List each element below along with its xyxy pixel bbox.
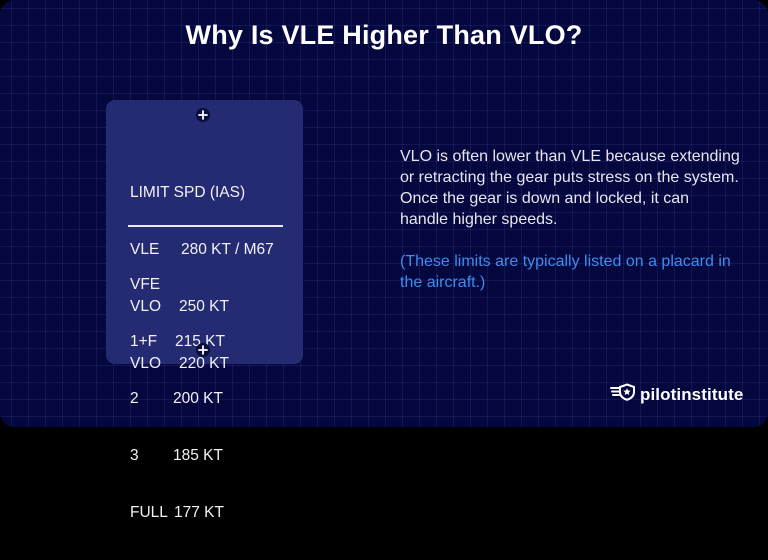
flap-row: 2 200 KT [130,389,225,408]
limit-value: 280 KT / M67 [181,241,274,258]
flap-header: VFE [130,276,161,293]
limit-label: VLO [130,355,162,372]
plus-icon [196,343,210,357]
page-title: Why Is VLE Higher Than VLO? [185,20,583,50]
limit-row-vle: VLE 280 KT / M67 [130,240,274,259]
flap-label: 3 [130,447,139,464]
limit-value: 220 KT [179,355,229,372]
flap-row: 1+F 215 KT [130,332,225,351]
flap-value: 215 KT [175,333,225,350]
flap-row: 3 185 KT [130,446,225,465]
infographic-canvas: Why Is VLE Higher Than VLO? LIMIT SPD (I… [0,0,768,521]
flap-row: FULL 177 KT [130,503,225,522]
placard-header: LIMIT SPD (IAS) [130,184,246,201]
flap-label: 1+F [130,333,158,350]
limit-value: 250 KT [179,298,229,315]
plus-icon [196,108,210,122]
flap-value: 177 KT [174,504,224,521]
limit-label: VLE [130,241,160,258]
flap-limits-section: VFE 1+F 215 KT 2 200 KT 3 185 KT FULL 17… [130,237,225,560]
gear-limits-section: LIMIT SPD (IAS) VLE 280 KT / M67 VLO 250… [130,145,274,411]
flap-value: 200 KT [173,390,223,407]
explanation-block: VLO is often lower than VLE because exte… [400,146,740,293]
flap-label: FULL [130,504,168,521]
explanation-text: VLO is often lower than VLE because exte… [400,148,740,228]
limit-row-vlo-retract: VLO 220 KT [130,354,274,373]
placard-divider [128,225,283,227]
flap-label: 2 [130,390,139,407]
speed-limit-placard: LIMIT SPD (IAS) VLE 280 KT / M67 VLO 250… [106,100,303,521]
limit-label: VLO [130,298,162,315]
brand-name: pilotinstitute [640,384,744,404]
limit-row-vlo-extend: VLO 250 KT [130,297,274,316]
explanation-note: (These limits are typically listed on a … [400,253,731,291]
winged-shield-star-icon [610,383,636,406]
flap-value: 185 KT [173,447,223,464]
brand-logo: pilotinstitute [610,383,743,406]
